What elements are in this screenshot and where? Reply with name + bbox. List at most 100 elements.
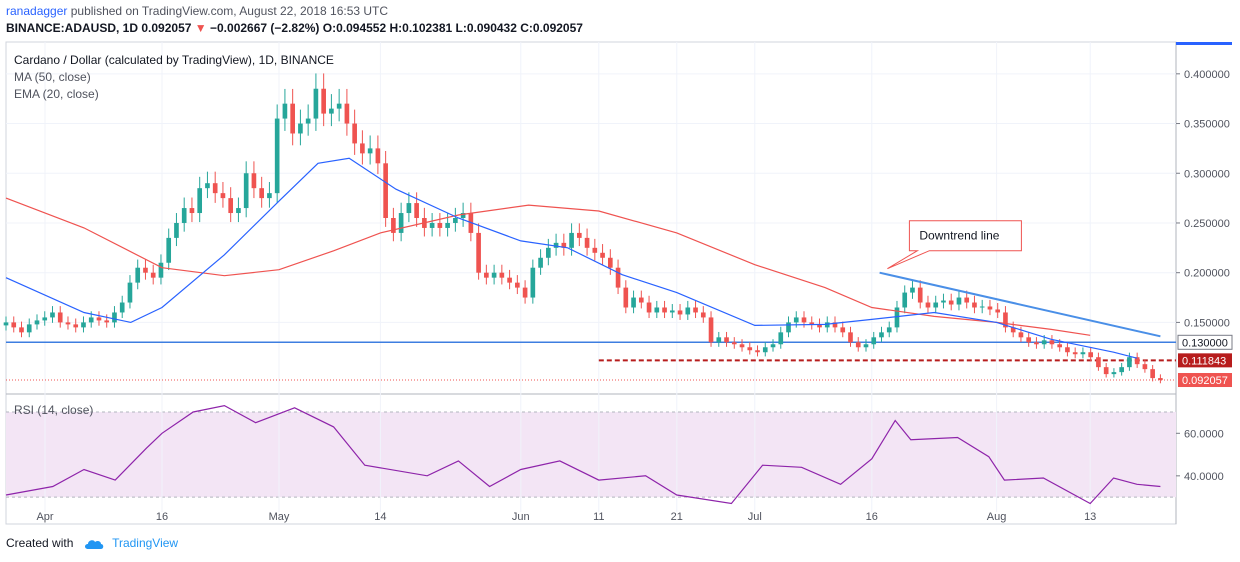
candle-body xyxy=(607,257,613,268)
candle-body xyxy=(1134,357,1140,365)
y-tick-label: 0.150000 xyxy=(1184,317,1230,329)
candle-body xyxy=(1119,367,1124,373)
candle-body xyxy=(19,327,24,333)
candle-body xyxy=(879,332,884,338)
candle-body xyxy=(298,123,303,134)
candle-body xyxy=(522,287,528,298)
candle-body xyxy=(259,188,264,199)
candle-body xyxy=(445,222,450,228)
candle-body xyxy=(1034,342,1039,345)
author-link[interactable]: ranadagger xyxy=(6,4,68,18)
candle-body xyxy=(956,297,962,305)
candle-body xyxy=(553,242,559,248)
candle-body xyxy=(1065,347,1070,353)
candle-body xyxy=(127,282,133,303)
candle-body xyxy=(600,252,605,258)
rsi-tick-label: 60.0000 xyxy=(1184,428,1224,440)
downtrend-line xyxy=(879,271,1161,338)
candle-body xyxy=(135,267,141,283)
candle-body xyxy=(747,347,753,351)
candle-body xyxy=(336,103,342,109)
candle-body xyxy=(414,203,419,218)
ema-20-line xyxy=(5,157,1138,359)
candle-body xyxy=(313,88,319,119)
candle-body xyxy=(654,307,660,313)
candle-body xyxy=(995,309,1001,313)
candle-body xyxy=(81,322,86,328)
candle-body xyxy=(352,123,357,144)
candle-body xyxy=(290,103,295,134)
symbol-info: BINANCE:ADAUSD, 1D 0.092057 ▼ −0.002667 … xyxy=(6,21,583,35)
level-label: 0.111843 xyxy=(1182,355,1226,367)
level-label-box xyxy=(1178,373,1232,388)
candle-body xyxy=(26,324,32,333)
candle-body xyxy=(700,312,706,318)
candle-body xyxy=(267,193,272,199)
candle-body xyxy=(406,203,412,214)
x-tick-label: 21 xyxy=(671,511,683,523)
candle-body xyxy=(910,287,915,293)
candle-body xyxy=(174,222,179,238)
candle-body xyxy=(685,307,691,315)
candle-body xyxy=(189,208,195,214)
candle-body xyxy=(65,322,71,325)
level-label: 0.092057 xyxy=(1182,375,1228,387)
candle-body xyxy=(530,267,536,298)
candle-body xyxy=(786,322,791,333)
candle-body xyxy=(1057,344,1063,348)
candle-body xyxy=(724,337,729,343)
x-tick-label: 16 xyxy=(866,511,878,523)
symbol-label: BINANCE:ADAUSD, 1D xyxy=(6,21,139,35)
candle-body xyxy=(360,143,365,154)
candle-body xyxy=(329,108,334,114)
price-change: −0.002667 (−2.82%) xyxy=(210,21,320,35)
x-tick-label: 11 xyxy=(593,511,604,523)
y-tick-label: 0.400000 xyxy=(1184,69,1230,81)
candle-body xyxy=(1041,340,1047,345)
candle-body xyxy=(375,148,381,164)
candle-body xyxy=(212,183,218,194)
candle-body xyxy=(391,218,396,233)
candle-body xyxy=(57,312,63,323)
candle-body xyxy=(205,183,210,189)
candle-body xyxy=(321,88,326,114)
candle-body xyxy=(832,322,838,328)
candle-body xyxy=(623,287,629,308)
x-tick-label: Jun xyxy=(512,511,530,523)
candle-body xyxy=(693,307,698,313)
candle-body xyxy=(1096,357,1101,368)
rsi-line xyxy=(5,404,1161,505)
candle-body xyxy=(925,302,931,308)
candle-body xyxy=(902,292,908,308)
candle-body xyxy=(104,320,110,323)
candle-body xyxy=(855,342,861,348)
candle-body xyxy=(220,193,226,199)
candle-body xyxy=(499,272,505,278)
candle-body xyxy=(1010,327,1016,333)
candle-body xyxy=(809,322,815,325)
candle-body xyxy=(228,198,234,214)
candle-body xyxy=(1018,332,1024,338)
axis-top-marker xyxy=(1176,42,1232,45)
candle-body xyxy=(429,222,435,228)
candle-body xyxy=(708,317,714,343)
ohlc-values: O:0.094552 H:0.102381 L:0.090432 C:0.092… xyxy=(322,21,583,35)
candle-body xyxy=(42,317,48,321)
candle-body xyxy=(236,208,241,214)
candle-body xyxy=(119,302,125,313)
candle-body xyxy=(677,310,683,315)
tradingview-link[interactable]: TradingView xyxy=(112,536,179,550)
x-tick-label: 14 xyxy=(374,511,386,523)
candle-body xyxy=(638,297,644,303)
candle-body xyxy=(1142,364,1148,370)
candle-body xyxy=(166,237,172,263)
candle-body xyxy=(948,300,954,305)
candle-body xyxy=(793,317,799,323)
candle-body xyxy=(50,312,55,318)
candle-body xyxy=(569,232,574,248)
ma-50-line xyxy=(5,197,1091,336)
candle-body xyxy=(88,317,94,323)
chart-title: Cardano / Dollar (calculated by TradingV… xyxy=(14,53,334,67)
rsi-band xyxy=(6,412,1176,498)
